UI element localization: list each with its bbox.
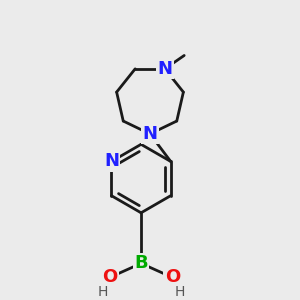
Text: O: O [102,268,117,286]
Text: N: N [142,125,158,143]
Text: O: O [165,268,180,286]
Text: N: N [104,152,119,170]
Text: H: H [175,285,185,299]
Text: N: N [158,60,172,78]
Text: B: B [134,254,148,272]
Text: H: H [97,285,108,299]
